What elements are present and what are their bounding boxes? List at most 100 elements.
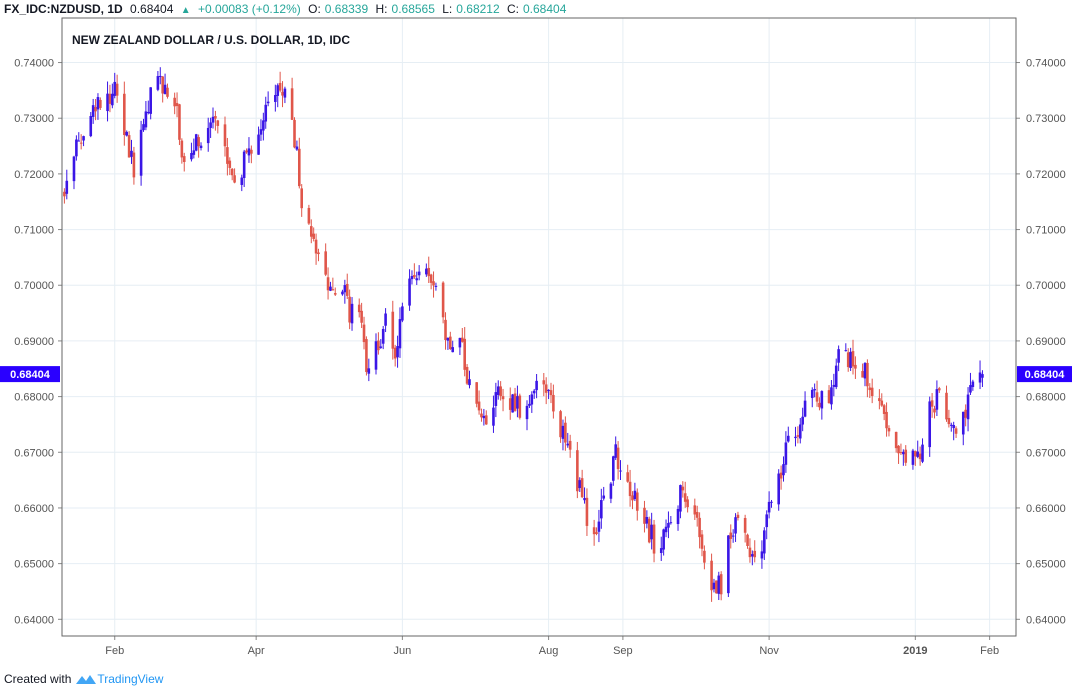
- candle-body: [216, 120, 220, 126]
- candle-body: [144, 111, 148, 128]
- candle-body: [832, 384, 836, 387]
- candle-body: [460, 337, 464, 342]
- candle-body: [902, 451, 905, 455]
- candle-body: [293, 119, 296, 148]
- symbol-name[interactable]: FX_IDC:NZDUSD, 1D: [4, 2, 123, 16]
- candle-body: [463, 338, 466, 370]
- candle-body: [307, 207, 311, 224]
- candle-body: [882, 405, 886, 414]
- candle-body: [981, 374, 984, 378]
- candle-body: [935, 389, 939, 410]
- candle-body: [484, 415, 488, 425]
- candle-body: [635, 492, 639, 511]
- y-tick-label-right: 0.73000: [1026, 113, 1066, 125]
- candle-body: [348, 296, 351, 323]
- candle-body: [815, 392, 819, 402]
- candle-body: [377, 340, 380, 351]
- candle-body: [849, 351, 852, 368]
- candle-body: [228, 160, 232, 168]
- candle-body: [511, 394, 514, 413]
- candle-body: [245, 150, 248, 153]
- candle-body: [921, 444, 924, 462]
- candle-body: [446, 337, 450, 341]
- candle-body: [314, 239, 318, 254]
- candle-body: [600, 500, 603, 519]
- candle-body: [413, 274, 416, 278]
- candle-body: [609, 483, 613, 499]
- candle-body: [468, 379, 471, 386]
- candle-body: [226, 147, 229, 164]
- candle-body: [75, 139, 78, 157]
- candle-body: [345, 283, 349, 296]
- candle-body: [633, 490, 637, 500]
- candle-body: [782, 464, 785, 476]
- candle-body: [597, 521, 601, 532]
- candle-body: [647, 518, 651, 543]
- candle-body: [281, 91, 284, 96]
- candle-body: [971, 381, 975, 388]
- candle-body: [576, 450, 579, 492]
- symbol-header: FX_IDC:NZDUSD, 1D 0.68404 ▲ +0.00083 (+0…: [4, 2, 570, 18]
- candle-body: [178, 104, 181, 140]
- candle-body: [681, 486, 685, 491]
- candle-body: [475, 382, 478, 404]
- candle-body: [127, 135, 131, 158]
- candle-body: [190, 153, 193, 160]
- tradingview-link[interactable]: TradingView: [75, 672, 163, 686]
- candle-body: [158, 75, 162, 77]
- candle-body: [156, 76, 160, 90]
- candle-body: [861, 371, 864, 378]
- candle-body: [753, 550, 757, 558]
- candle-body: [166, 87, 169, 97]
- y-tick-label-right: 0.70000: [1026, 280, 1066, 292]
- last-price-badge-right: [1017, 366, 1072, 383]
- candle-body: [727, 535, 730, 594]
- candle-body: [65, 180, 69, 194]
- candle-body: [317, 252, 320, 255]
- candle-body: [628, 481, 632, 497]
- candle-body: [880, 400, 884, 406]
- low-label: L:: [442, 2, 453, 16]
- candle-body: [379, 346, 383, 348]
- candle-body: [130, 150, 133, 157]
- candle-body: [391, 311, 395, 349]
- candle-body: [937, 388, 941, 391]
- candle-body: [810, 389, 814, 398]
- candle-body: [863, 363, 867, 379]
- candle-body: [192, 150, 196, 155]
- chart-axes: 0.74000 0.74000 0.73000 0.73000 0.72000 0.720…: [0, 17, 1072, 657]
- candle-body: [544, 384, 548, 393]
- y-tick-label-left: 0.64000: [14, 614, 54, 626]
- candle-body: [736, 514, 740, 518]
- candle-body: [710, 560, 713, 591]
- open-value: 0.68339: [324, 2, 369, 16]
- candle-body: [197, 137, 200, 147]
- candle-body: [508, 398, 512, 410]
- candle-body: [125, 131, 129, 136]
- candle-body: [899, 452, 903, 454]
- candle-body: [427, 267, 431, 277]
- candle-body: [564, 422, 567, 443]
- candle-body: [91, 105, 95, 117]
- candle-body: [444, 319, 447, 340]
- candle-body: [161, 76, 164, 94]
- candle-body: [947, 417, 951, 425]
- candle-body: [916, 451, 920, 457]
- candle-body: [206, 127, 210, 144]
- y-tick-label-left: 0.67000: [14, 447, 54, 459]
- candle-body: [113, 81, 117, 96]
- candle-body: [429, 274, 433, 283]
- y-tick-label-right: 0.66000: [1026, 503, 1066, 515]
- candle-body: [513, 393, 517, 411]
- candle-body: [683, 493, 687, 502]
- candle-body: [259, 129, 263, 135]
- high-label: H:: [375, 2, 388, 16]
- candle-body: [362, 324, 366, 343]
- chart-grid: [62, 18, 1016, 636]
- chart-title: NEW ZEALAND DOLLAR / U.S. DOLLAR, 1D, ID…: [72, 33, 350, 47]
- candle-body: [580, 478, 584, 498]
- candle-body: [868, 387, 872, 391]
- candle-body: [324, 251, 327, 275]
- candle-body: [477, 401, 481, 411]
